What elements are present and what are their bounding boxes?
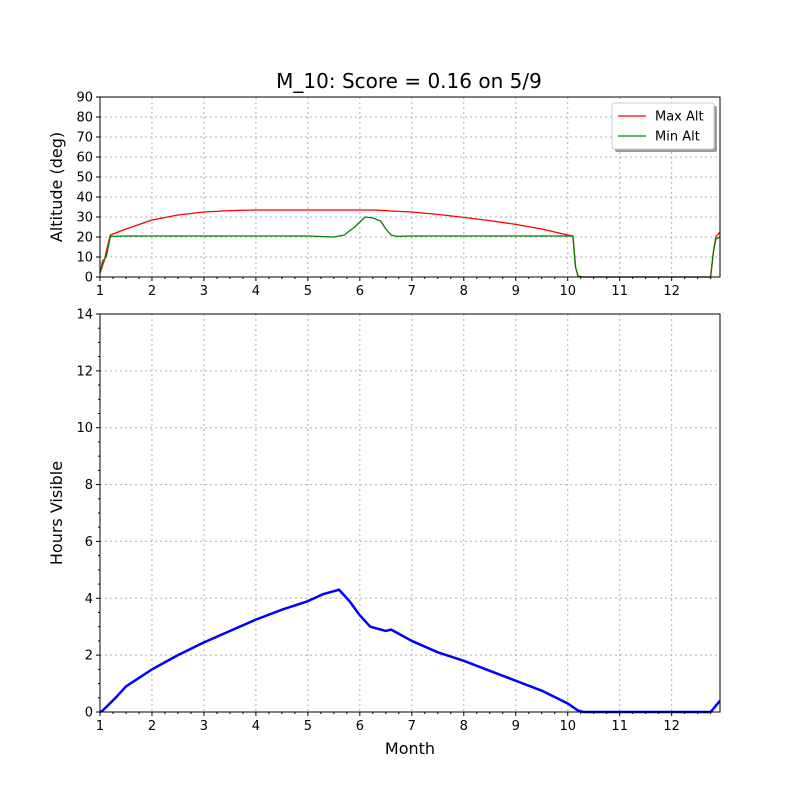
x-tick-label: 2 — [148, 284, 156, 299]
y-tick-label: 2 — [85, 649, 93, 664]
x-tick-label: 10 — [559, 284, 576, 299]
y-tick-label: 12 — [76, 364, 93, 379]
x-tick-label: 8 — [460, 284, 468, 299]
y-tick-label: 40 — [76, 191, 93, 206]
y-tick-label: 0 — [85, 271, 93, 286]
series-line-min-alt — [100, 216, 720, 278]
y-tick-label: 50 — [76, 171, 93, 186]
x-tick-label: 1 — [96, 719, 104, 734]
y-tick-label: 4 — [85, 592, 93, 607]
x-tick-label: 7 — [408, 284, 416, 299]
y-tick-label: 70 — [76, 131, 93, 146]
y-tick-label: 8 — [85, 478, 93, 493]
y-tick-label: 10 — [76, 421, 93, 436]
x-tick-label: 7 — [408, 719, 416, 734]
x-tick-label: 1 — [96, 284, 104, 299]
y-axis-label: Altitude (deg) — [47, 132, 66, 242]
x-tick-label: 5 — [304, 284, 312, 299]
chart-title: M_10: Score = 0.16 on 5/9 — [276, 69, 542, 93]
axes-frame — [99, 96, 721, 278]
y-axis-label: Hours Visible — [47, 461, 66, 565]
x-axis-label: Month — [385, 739, 435, 758]
legend: Max Alt Min Alt — [611, 102, 717, 152]
series-line-max-alt — [100, 209, 720, 278]
legend-box — [611, 102, 715, 150]
y-tick-label: 90 — [76, 91, 93, 106]
x-tick-label: 2 — [148, 719, 156, 734]
x-tick-label: 11 — [611, 719, 628, 734]
grid — [99, 313, 720, 713]
y-tick-label: 20 — [76, 231, 93, 246]
series-group — [100, 588, 720, 714]
altitude-panel: 1 2 3 4 5 6 7 8 9 10 11 120102030405060708090Altitu… — [47, 91, 721, 299]
y-tick-label: 30 — [76, 211, 93, 226]
x-tick-label: 5 — [304, 719, 312, 734]
legend-label: Min Alt — [655, 130, 700, 145]
x-tick-label: 4 — [252, 284, 260, 299]
x-tick-label: 6 — [356, 284, 364, 299]
x-tick-label: 10 — [559, 719, 576, 734]
x-tick-label: 12 — [663, 719, 680, 734]
y-tick-label: 6 — [85, 535, 93, 550]
x-tick-label: 3 — [200, 719, 208, 734]
legend-label: Max Alt — [655, 110, 704, 125]
series-line-hours-visible — [100, 588, 720, 714]
x-tick-label: 3 — [200, 284, 208, 299]
y-tick-label: 0 — [85, 706, 93, 721]
x-tick-label: 11 — [611, 284, 628, 299]
x-tick-label: 9 — [512, 719, 520, 734]
y-tick-label: 80 — [76, 111, 93, 126]
x-tick-label: 8 — [460, 719, 468, 734]
y-tick-label: 14 — [76, 308, 93, 323]
axes-frame — [99, 313, 721, 713]
x-tick-label: 4 — [252, 719, 260, 734]
x-tick-label: 9 — [512, 284, 520, 299]
x-tick-label: 12 — [663, 284, 680, 299]
y-tick-label: 60 — [76, 151, 93, 166]
x-tick-label: 6 — [356, 719, 364, 734]
y-tick-label: 10 — [76, 251, 93, 266]
series-group — [100, 209, 720, 278]
